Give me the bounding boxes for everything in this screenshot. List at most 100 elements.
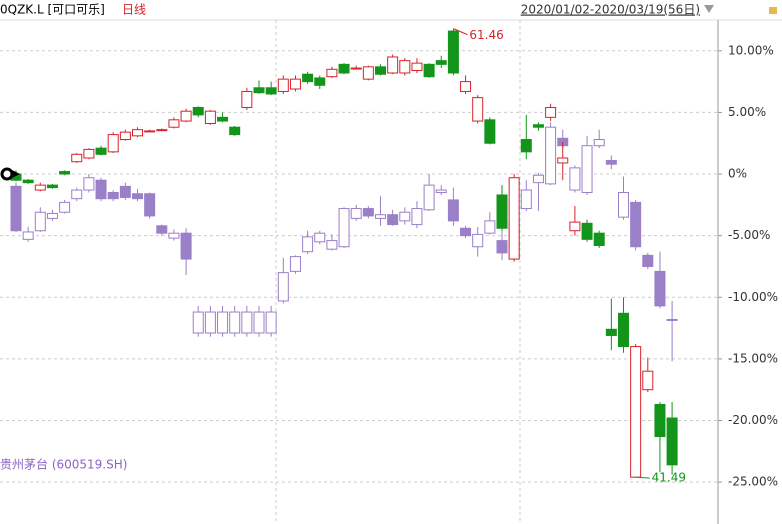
candle-body — [119, 185, 131, 198]
candle-body — [618, 312, 629, 348]
y-tick-label: 0% — [728, 167, 747, 181]
candle-body — [22, 231, 34, 240]
candle-body — [265, 311, 277, 334]
candle-body — [302, 73, 314, 83]
candle-body — [46, 212, 58, 219]
candle-body — [472, 233, 484, 248]
candle-body — [144, 130, 156, 133]
y-tick-label: -25.00% — [728, 475, 778, 489]
candle-body — [277, 272, 289, 302]
candle-body — [447, 199, 459, 222]
max-label: 61.46 — [469, 28, 503, 42]
candle-body — [180, 232, 192, 260]
y-tick-label: -10.00% — [728, 290, 778, 304]
candle-body — [520, 139, 532, 153]
candle-body — [204, 110, 216, 125]
candle-body — [545, 106, 557, 118]
candle-body — [46, 184, 58, 189]
candle-body — [180, 110, 192, 122]
candle-body — [654, 270, 666, 307]
candle-body — [569, 167, 581, 191]
candle-body — [229, 126, 241, 136]
candle-body — [156, 129, 168, 132]
candle-body — [83, 148, 95, 159]
period: 日线 — [122, 3, 146, 17]
candle-body — [447, 30, 459, 74]
candle-body — [460, 81, 472, 92]
candle-body — [605, 328, 617, 336]
max-pointer — [453, 28, 468, 36]
candle-body — [34, 184, 46, 191]
candle-body — [399, 211, 411, 222]
candle-body — [375, 214, 386, 219]
candle-body — [338, 208, 350, 248]
candle-body — [95, 179, 107, 200]
candle-body — [241, 90, 253, 108]
candle-body — [119, 131, 131, 141]
legend-entry: 贵州茅台 (600519.SH) — [0, 457, 127, 472]
candle-body — [241, 311, 253, 334]
candle-body — [10, 185, 22, 232]
candle-body — [411, 62, 423, 72]
candle-body — [484, 119, 496, 144]
candle-body — [229, 311, 241, 334]
start-marker — [0, 167, 14, 181]
candle-body — [326, 68, 338, 78]
plot — [0, 28, 718, 483]
min-pointer — [635, 476, 650, 479]
header — [0, 0, 782, 20]
chart-title: 0QZK.L [可口可乐] — [0, 3, 105, 17]
candle-body — [362, 208, 374, 217]
candle-body — [83, 177, 95, 191]
candle-body — [654, 403, 666, 438]
candle-body — [557, 157, 569, 164]
candle-body — [289, 78, 301, 90]
candle-body — [338, 63, 350, 74]
candle-body — [204, 311, 216, 334]
candle-body — [168, 119, 180, 128]
candle-body — [532, 124, 544, 128]
candle-body — [411, 208, 423, 226]
y-tick-label: -20.00% — [728, 413, 778, 427]
date-range[interactable]: 2020/01/02-2020/03/19(56日) — [521, 3, 700, 17]
y-tick-label: 10.00% — [728, 43, 774, 57]
candle-body — [532, 174, 544, 184]
candle-body — [71, 189, 83, 200]
candle-body — [217, 116, 229, 122]
candle-body — [132, 193, 143, 200]
candle-body — [253, 87, 265, 94]
candle-body — [387, 56, 399, 74]
candle-body — [593, 139, 605, 147]
candle-body — [581, 222, 593, 240]
candle-body — [326, 240, 338, 250]
candle-body — [168, 232, 180, 239]
candle-body — [423, 63, 435, 78]
y-tick-label: 5.00% — [728, 105, 766, 119]
candle-body — [630, 346, 642, 478]
lock-icon[interactable] — [769, 7, 777, 14]
candle-body — [569, 221, 581, 232]
candle-body — [593, 232, 605, 247]
y-tick-label: -15.00% — [728, 351, 778, 365]
candle-body — [59, 201, 71, 213]
candle-body — [107, 192, 119, 200]
candle-body — [630, 201, 642, 248]
candle-body — [666, 318, 678, 321]
candle-body — [484, 220, 496, 234]
candle-body — [253, 311, 265, 334]
candle-body — [387, 214, 399, 226]
candle-body — [435, 189, 447, 194]
candle-body — [399, 60, 411, 74]
candle-body — [581, 145, 593, 194]
candle-body — [423, 184, 435, 211]
candle-body — [95, 147, 107, 155]
dropdown-icon[interactable] — [704, 5, 714, 13]
candle-body — [642, 254, 654, 267]
candle-body — [496, 194, 508, 229]
candle-body — [496, 240, 508, 254]
candle-body — [156, 225, 168, 234]
candle-body — [71, 153, 83, 163]
candle-body — [642, 370, 654, 391]
candle-body — [265, 87, 277, 95]
